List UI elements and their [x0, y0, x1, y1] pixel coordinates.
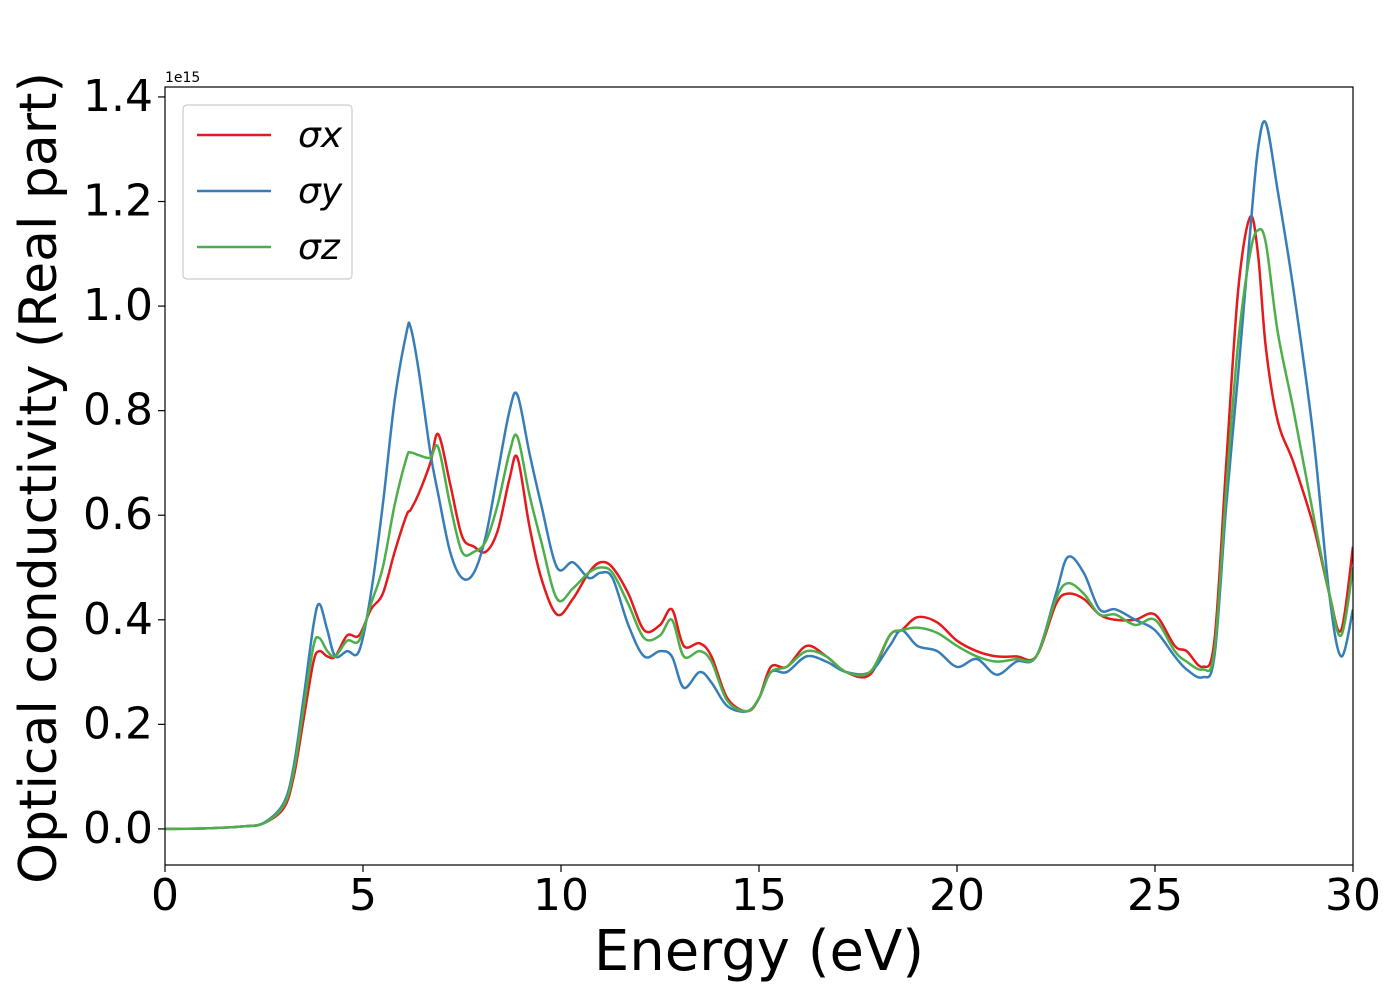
y-tick-label: 0.0: [83, 803, 153, 854]
x-tick-label: 30: [1325, 870, 1381, 921]
x-tick-label: 25: [1127, 870, 1183, 921]
x-tick-label: 10: [533, 870, 589, 921]
y-tick-label: 1.4: [83, 71, 153, 122]
x-tick-label: 0: [151, 870, 179, 921]
legend-label: σx: [298, 115, 343, 156]
y-tick-label: 1.2: [83, 176, 153, 227]
y-tick-label: 0.6: [83, 489, 153, 540]
series-line: [165, 227, 1353, 831]
y-tick-label: 1.0: [83, 280, 153, 331]
legend-label: σy: [298, 171, 343, 212]
y-axis-label: Optical conductivity (Real part): [9, 72, 69, 884]
offset-label: 1e15: [165, 70, 200, 86]
x-tick-label: 20: [929, 870, 985, 921]
x-tick-label: 15: [731, 870, 787, 921]
x-axis-label: Energy (eV): [594, 919, 924, 984]
y-tick-label: 0.8: [83, 385, 153, 436]
y-tick-label: 0.2: [83, 698, 153, 749]
plot-frame: [164, 86, 1354, 866]
legend-label: σz: [298, 227, 341, 268]
y-tick-label: 0.4: [83, 594, 153, 645]
series-line: [165, 214, 1353, 831]
x-tick-label: 5: [349, 870, 377, 921]
